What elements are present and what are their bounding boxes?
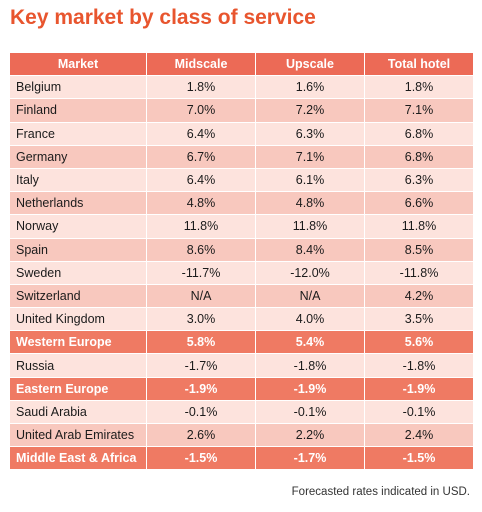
market-cell: Sweden [10,261,147,285]
upscale-cell: 6.1% [256,168,365,193]
midscale-cell: -1.5% [147,447,256,471]
market-cell: Western Europe [10,331,147,355]
total-hotel-cell: -1.8% [365,354,473,378]
upscale-cell: 7.2% [256,99,365,123]
upscale-cell: 11.8% [256,215,365,239]
market-cell: Saudi Arabia [10,400,147,424]
midscale-cell: 6.4% [147,122,256,146]
market-cell: Germany [10,145,147,169]
midscale-cell: 4.8% [147,192,256,216]
table-row: Spain 8.6% 8.4% 8.5% [10,238,473,262]
page-title: Key market by class of service [10,6,316,29]
total-hotel-cell: 7.1% [365,99,473,123]
column-header-midscale: Midscale [147,53,256,77]
total-hotel-cell: 8.5% [365,238,473,262]
total-hotel-cell: 2.4% [365,424,473,448]
upscale-cell: -0.1% [256,400,365,424]
upscale-cell: -1.7% [256,447,365,471]
upscale-cell: 8.4% [256,238,365,262]
table-row: Saudi Arabia -0.1% -0.1% -0.1% [10,400,473,424]
midscale-cell: -0.1% [147,400,256,424]
midscale-cell: -1.9% [147,377,256,401]
midscale-cell: -1.7% [147,354,256,378]
upscale-cell: 4.8% [256,192,365,216]
rates-table: Market Midscale Upscale Total hotel Belg… [10,53,473,471]
market-cell: Russia [10,354,147,378]
upscale-cell: 1.6% [256,76,365,100]
total-hotel-cell: 6.8% [365,122,473,146]
table-row: Belgium 1.8% 1.6% 1.8% [10,76,473,100]
table-row: Finland 7.0% 7.2% 7.1% [10,99,473,123]
market-cell: Belgium [10,76,147,100]
market-cell: France [10,122,147,146]
total-hotel-cell: 1.8% [365,76,473,100]
market-cell: Eastern Europe [10,377,147,401]
total-hotel-cell: -1.5% [365,447,473,471]
upscale-cell: 4.0% [256,308,365,332]
table-row: Norway 11.8% 11.8% 11.8% [10,215,473,239]
market-cell: United Arab Emirates [10,424,147,448]
market-cell: Finland [10,99,147,123]
midscale-cell: 6.4% [147,168,256,193]
total-hotel-cell: 3.5% [365,308,473,332]
column-header-total-hotel: Total hotel [365,53,473,77]
region-total-row: Middle East & Africa -1.5% -1.7% -1.5% [10,447,473,471]
total-hotel-cell: -11.8% [365,261,473,285]
footnote: Forecasted rates indicated in USD. [291,486,470,498]
midscale-cell: 2.6% [147,424,256,448]
midscale-cell: N/A [147,284,256,309]
table-row: Germany 6.7% 7.1% 6.8% [10,145,473,169]
midscale-cell: 11.8% [147,215,256,239]
market-cell: Middle East & Africa [10,447,147,471]
table-row: Italy 6.4% 6.1% 6.3% [10,168,473,193]
table-body: Belgium 1.8% 1.6% 1.8% Finland 7.0% 7.2% 7.1% Fr… [10,76,473,471]
total-hotel-cell: -0.1% [365,400,473,424]
column-header-market: Market [10,53,147,77]
midscale-cell: 1.8% [147,76,256,100]
total-hotel-cell: -1.9% [365,377,473,401]
upscale-cell: 7.1% [256,145,365,169]
upscale-cell: -12.0% [256,261,365,285]
market-cell: Switzerland [10,284,147,309]
upscale-cell: 2.2% [256,424,365,448]
total-hotel-cell: 11.8% [365,215,473,239]
table-row: Russia -1.7% -1.8% -1.8% [10,354,473,378]
total-hotel-cell: 4.2% [365,284,473,309]
upscale-cell: -1.8% [256,354,365,378]
table-row: Switzerland N/A N/A 4.2% [10,284,473,309]
midscale-cell: 6.7% [147,145,256,169]
upscale-cell: 6.3% [256,122,365,146]
upscale-cell: N/A [256,284,365,309]
market-cell: Italy [10,168,147,193]
midscale-cell: 5.8% [147,331,256,355]
upscale-cell: -1.9% [256,377,365,401]
region-total-row: Western Europe 5.8% 5.4% 5.6% [10,331,473,355]
upscale-cell: 5.4% [256,331,365,355]
region-total-row: Eastern Europe -1.9% -1.9% -1.9% [10,377,473,401]
midscale-cell: 7.0% [147,99,256,123]
table-row: France 6.4% 6.3% 6.8% [10,122,473,146]
market-cell: United Kingdom [10,308,147,332]
total-hotel-cell: 6.6% [365,192,473,216]
table-row: Netherlands 4.8% 4.8% 6.6% [10,192,473,216]
table-row: United Kingdom 3.0% 4.0% 3.5% [10,308,473,332]
market-cell: Netherlands [10,192,147,216]
midscale-cell: 8.6% [147,238,256,262]
total-hotel-cell: 6.8% [365,145,473,169]
midscale-cell: 3.0% [147,308,256,332]
column-header-upscale: Upscale [256,53,365,77]
total-hotel-cell: 6.3% [365,168,473,193]
table-row: Sweden -11.7% -12.0% -11.8% [10,261,473,285]
total-hotel-cell: 5.6% [365,331,473,355]
market-cell: Norway [10,215,147,239]
table-header-row: Market Midscale Upscale Total hotel [10,53,473,77]
market-cell: Spain [10,238,147,262]
table-row: United Arab Emirates 2.6% 2.2% 2.4% [10,424,473,448]
midscale-cell: -11.7% [147,261,256,285]
